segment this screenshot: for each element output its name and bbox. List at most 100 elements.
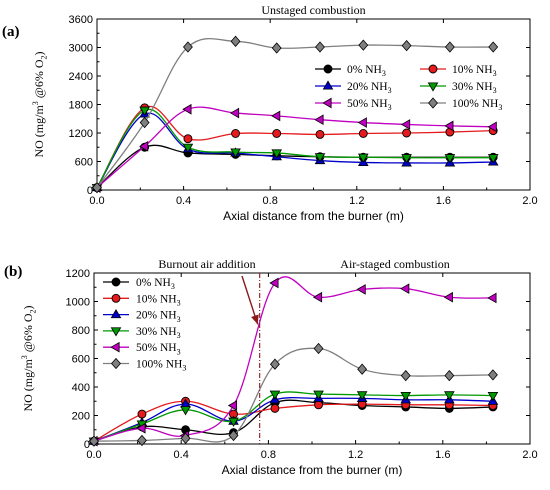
x-tick-label: 0.4 (176, 195, 191, 207)
legend-marker (110, 341, 120, 353)
legend-label: 30% NH3 (136, 326, 181, 340)
legend-label: 30% NH3 (452, 81, 497, 95)
data-point (314, 114, 324, 126)
series (92, 142, 498, 193)
legend-marker (428, 97, 438, 109)
y-axis-label-text: @6% O (32, 59, 46, 101)
y-tick-label: 200 (72, 411, 90, 423)
panel-a: 0.0 0.4 0.8 1.2 1.6 2.0 0 600 1200 1800 2400 3000 36… (2, 3, 538, 223)
legend-label: 0% NH3 (347, 64, 386, 78)
x-tick-label: 0.0 (89, 195, 104, 207)
series (89, 398, 498, 446)
legend-label-subscript: 3 (382, 69, 386, 78)
legend-label-subscript: 3 (177, 331, 181, 340)
y-axis-label-subscript: 2 (39, 55, 48, 59)
series-line (93, 396, 493, 442)
series-line (96, 37, 494, 189)
data-point (314, 400, 323, 410)
data-point (443, 291, 453, 303)
data-point (400, 391, 412, 402)
legend-marker (111, 277, 121, 287)
data-point (401, 154, 412, 164)
x-tick-label: 1.6 (436, 195, 451, 207)
data-point (487, 369, 498, 381)
series-line (96, 106, 494, 189)
series (91, 103, 497, 193)
data-point (314, 153, 326, 163)
data-point (400, 369, 411, 382)
data-point (272, 129, 282, 138)
data-point (313, 390, 324, 400)
legend-label-text: 100% NH (452, 98, 498, 110)
data-point (401, 39, 412, 52)
legend-label-text: 20% NH (347, 81, 388, 93)
y-tick-label: 0 (87, 185, 93, 197)
data-point (357, 363, 368, 375)
legend-label: 10% NH3 (136, 293, 181, 307)
data-point (444, 154, 456, 164)
data-point (180, 406, 191, 416)
data-point (227, 400, 238, 411)
y-tick-label: 400 (72, 382, 90, 394)
data-point (230, 148, 241, 158)
legend-label-subscript: 3 (388, 86, 392, 95)
legend-marker (110, 308, 122, 319)
data-point (230, 35, 241, 47)
series-line (96, 144, 494, 189)
series (92, 35, 499, 194)
data-point (313, 342, 324, 355)
data-point (228, 429, 239, 442)
legend-label-text: 10% NH (452, 64, 493, 76)
legend-label-subscript: 3 (493, 69, 497, 78)
data-point (400, 119, 411, 130)
data-point (269, 358, 280, 370)
legend-label-subscript: 3 (182, 364, 186, 373)
data-point (270, 403, 280, 413)
legend-label-text: 10% NH (136, 293, 177, 305)
y-tick-label: 1000 (66, 297, 90, 309)
data-point (487, 391, 499, 402)
legend-label-subscript: 3 (388, 103, 392, 112)
x-tick-label: 1.2 (348, 449, 363, 461)
legend-marker (428, 64, 438, 74)
legend-label-text: 30% NH (452, 81, 493, 93)
data-point (139, 140, 149, 152)
legend-label: 50% NH3 (136, 342, 181, 356)
legend-marker (322, 80, 334, 90)
legend-label-text: 0% NH (347, 64, 382, 76)
data-point (139, 106, 150, 116)
series (91, 108, 499, 192)
x-tick-label: 0.0 (86, 449, 101, 461)
legend-label: 20% NH3 (347, 81, 392, 95)
data-point (269, 277, 279, 289)
legend-label-text: 50% NH (136, 342, 177, 354)
legend-label-subscript: 3 (498, 103, 502, 112)
y-tick-label: 1800 (69, 100, 93, 112)
y-axis-label-subscript: 2 (28, 309, 37, 313)
data-point (92, 181, 102, 194)
y-tick-label: 3000 (69, 43, 93, 55)
data-point (137, 434, 147, 447)
legend-item: 0% NH3 (315, 64, 386, 78)
chart-title: Unstaged combustion (261, 3, 365, 17)
y-tick-label: 800 (72, 325, 90, 337)
y-axis-label-text: ) (32, 51, 46, 55)
data-point (400, 283, 410, 294)
legend-label: 100% NH3 (136, 359, 186, 373)
data-point (356, 391, 368, 401)
legend-item: 30% NH3 (103, 326, 181, 340)
series-line (93, 347, 493, 443)
y-tick-label: 3600 (69, 14, 93, 26)
y-axis-label-text: NO (mg/m (21, 359, 35, 412)
data-point (136, 423, 146, 434)
y-axis-label-text: ) (21, 305, 35, 309)
legend-label-subscript: 3 (177, 315, 181, 324)
data-point (487, 292, 497, 304)
x-axis-label: Axial distance from the burner (m) (223, 209, 404, 223)
legend-marker (111, 293, 121, 303)
data-point (312, 291, 323, 303)
legend-marker (427, 82, 439, 92)
legend-label: 100% NH3 (452, 98, 502, 112)
legend-item: 10% NH3 (103, 293, 181, 308)
